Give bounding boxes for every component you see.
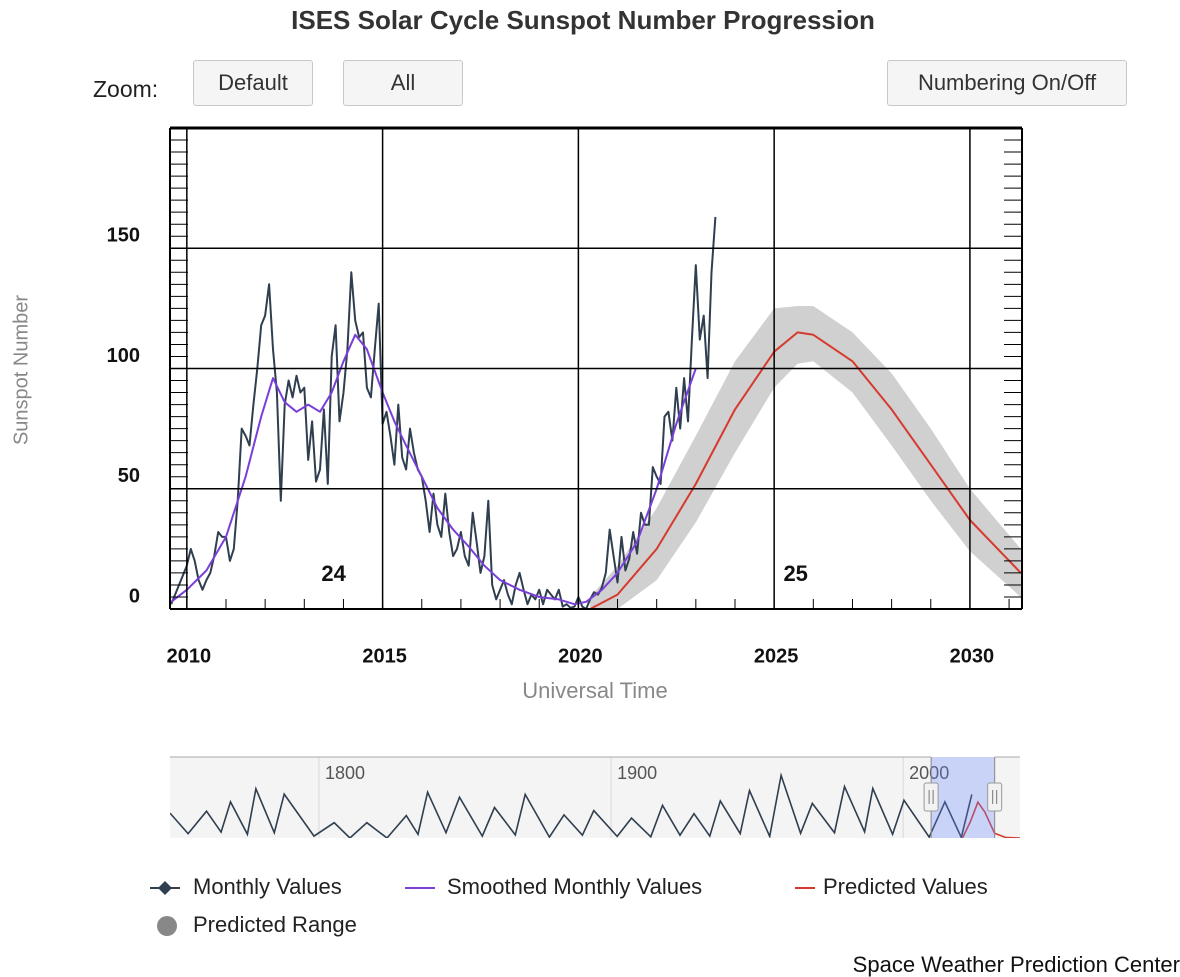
series-line [170, 216, 717, 609]
handle-grip [928, 790, 934, 804]
legend-label: Predicted Range [193, 912, 357, 937]
footer: Space Weather Prediction Center [853, 952, 1180, 977]
navigator-handle [923, 782, 939, 812]
navigator-background [170, 757, 1020, 838]
navigator-mask [931, 757, 995, 838]
x-tick-label: 2020 [558, 645, 603, 667]
series-line [589, 331, 1022, 609]
navigator-line [961, 800, 1020, 838]
legend-label: Smoothed Monthly Values [447, 874, 702, 899]
y-tick-label: 100 [107, 345, 140, 367]
x-axis-title: Universal Time [522, 678, 667, 703]
x-tick-label: 2025 [754, 645, 799, 667]
zoom-label: Zoom: [93, 76, 158, 102]
zoom-all-button[interactable]: All [343, 60, 463, 106]
x-tick-label: 2030 [950, 645, 995, 667]
legend-label: Predicted Values [823, 874, 988, 899]
legend-label: Monthly Values [193, 874, 342, 899]
navigator-tick-label: 1800 [325, 763, 365, 783]
numbering-button[interactable]: Numbering On/Off [887, 60, 1127, 106]
x-tick-label: 2015 [362, 645, 407, 667]
navigator-handle [987, 782, 1003, 812]
series-line [170, 333, 697, 606]
legend-marker [158, 881, 172, 895]
cycle-label: 25 [783, 561, 807, 586]
y-axis-title: Sunspot Number [10, 295, 32, 445]
navigator-line [170, 772, 973, 838]
zoom-default-button[interactable]: Default [193, 60, 313, 106]
chart-title: ISES Solar Cycle Sunspot Number Progress… [291, 5, 875, 35]
navigator-series [170, 772, 1020, 838]
cycle-label: 24 [321, 561, 346, 586]
legend-symbol [157, 916, 177, 936]
navigator-tick-label: 1900 [617, 763, 657, 783]
navigator-tick-label: 2000 [909, 763, 949, 783]
handle-grip [992, 790, 998, 804]
x-tick-label: 2010 [167, 645, 212, 667]
y-tick-label: 50 [118, 465, 140, 487]
y-tick-label: 0 [129, 585, 140, 607]
predicted-range-area [590, 306, 1021, 609]
plot-series [170, 216, 1022, 609]
y-tick-label: 150 [107, 225, 140, 247]
